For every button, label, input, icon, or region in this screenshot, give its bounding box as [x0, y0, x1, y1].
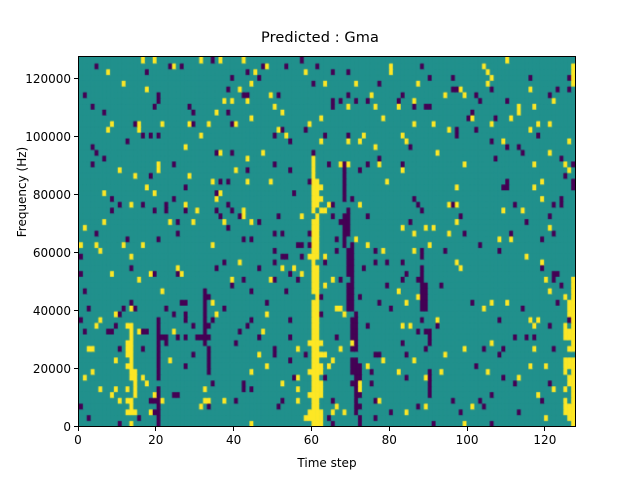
x-tick-label-0: 0: [74, 433, 82, 447]
x-axis-label: Time step: [297, 456, 357, 470]
y-tick-label-4: 80000: [32, 187, 71, 202]
x-tick-label-6: 120: [533, 433, 557, 447]
x-tick-mark-5: [466, 427, 468, 431]
y-tick-mark-2: [74, 310, 78, 312]
x-tick-label-1: 20: [148, 433, 164, 447]
y-tick-label-5: 100000: [25, 129, 71, 144]
y-tick-mark-6: [74, 78, 78, 80]
y-tick-label-6: 120000: [25, 71, 71, 86]
y-tick-label-2: 40000: [32, 303, 71, 318]
x-tick-mark-6: [544, 427, 546, 431]
y-tick-mark-4: [74, 194, 78, 196]
x-tick-mark-1: [155, 427, 157, 431]
y-tick-mark-0: [74, 426, 78, 428]
x-tick-mark-3: [310, 427, 313, 431]
x-tick-label-2: 40: [225, 433, 242, 447]
y-tick-mark-1: [74, 368, 78, 370]
x-tick-label-5: 100: [455, 433, 479, 447]
x-tick-label-4: 80: [381, 433, 397, 447]
x-tick-label-3: 60: [303, 433, 320, 447]
y-tick-mark-5: [74, 136, 78, 138]
chart-title: Predicted : Gma: [261, 30, 379, 46]
heatmap-axes: [78, 55, 576, 427]
x-tick-mark-2: [233, 427, 235, 431]
x-tick-mark-4: [388, 427, 390, 431]
x-tick-mark-0: [77, 427, 79, 431]
y-tick-label-1: 20000: [32, 361, 71, 376]
y-tick-label-3: 60000: [32, 245, 71, 260]
y-tick-label-0: 0: [63, 419, 71, 434]
y-tick-mark-3: [74, 252, 78, 254]
heatmap-image: [79, 56, 575, 426]
